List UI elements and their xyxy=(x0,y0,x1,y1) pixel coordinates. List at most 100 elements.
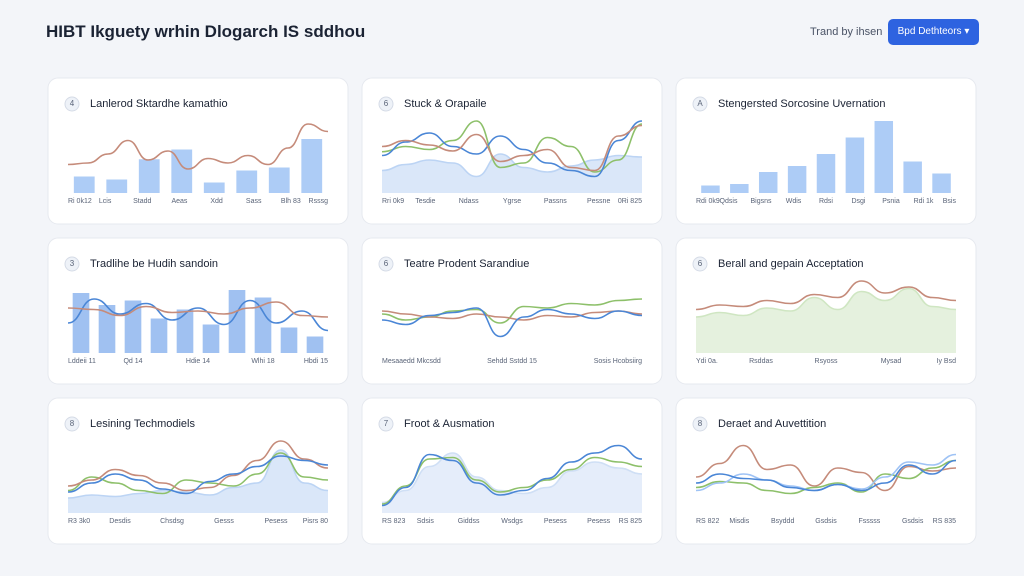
x-tick-label: Rsyoss xyxy=(815,358,838,365)
card-icon xyxy=(64,96,80,112)
x-tick-label: Tesdie xyxy=(415,198,435,205)
line xyxy=(695,280,957,311)
bar xyxy=(816,154,836,193)
card-title: Teatre Prodent Sarandiue xyxy=(404,258,529,270)
area xyxy=(382,154,642,193)
button-label[interactable]: Bpd Dethteors xyxy=(897,26,962,37)
bar xyxy=(758,172,778,193)
card-title: Stuck & Orapaile xyxy=(404,98,487,110)
card-title: Froot & Ausmation xyxy=(404,418,495,430)
x-tick-label: Psnia xyxy=(882,198,900,205)
card-icon-glyph: 6 xyxy=(384,259,389,268)
x-tick-label: Iy Bsd xyxy=(937,358,957,365)
line xyxy=(381,456,643,505)
card-icon xyxy=(378,256,394,272)
x-tick-label: Hbdi 15 xyxy=(304,358,328,365)
x-tick-label: R3 3k0 xyxy=(68,518,90,525)
card xyxy=(675,237,977,385)
line xyxy=(695,459,957,495)
bar xyxy=(254,297,272,353)
x-tick-label: Sass xyxy=(246,198,262,205)
x-tick-label: RS 825 xyxy=(619,518,642,525)
card xyxy=(361,77,663,225)
card-icon xyxy=(692,416,708,432)
widget-card: A Stengersted Sorcosine Uvernation Rdi 0k9… xyxy=(675,77,977,225)
card-title: Deraet and Auvettition xyxy=(718,418,826,430)
card-icon-glyph: 8 xyxy=(70,419,75,428)
line xyxy=(67,298,329,332)
x-tick-label: Wlhi 18 xyxy=(251,358,274,365)
card-icon-glyph: 6 xyxy=(384,99,389,108)
x-tick-label: Lcis xyxy=(99,198,112,205)
bar xyxy=(730,184,749,193)
card xyxy=(675,397,977,545)
x-tick-label: Pesess xyxy=(587,518,610,525)
card-icon xyxy=(692,256,708,272)
x-tick-label: Ndass xyxy=(459,198,479,205)
caret[interactable]: ▾ xyxy=(964,26,970,37)
card-icon-glyph: 7 xyxy=(384,419,389,428)
bar xyxy=(280,327,298,353)
widget-card: 8 Deraet and Auvettition RS 822 Misdis Bsydd… xyxy=(675,397,977,545)
card-icon-glyph: 8 xyxy=(698,419,703,428)
filter-label[interactable]: Trand by ihsen xyxy=(810,26,883,38)
line xyxy=(67,455,329,495)
line xyxy=(381,153,643,178)
bar xyxy=(73,176,95,193)
card xyxy=(47,397,349,545)
x-tick-label: Blh 83 xyxy=(281,198,301,205)
bar xyxy=(124,300,142,353)
dropdown-button[interactable]: Bpd Dethteors ▾ xyxy=(888,19,979,45)
bar xyxy=(176,309,194,353)
card-icon xyxy=(64,416,80,432)
bar xyxy=(171,149,193,193)
x-tick-label: Chsdsg xyxy=(160,518,184,525)
x-tick-label: Misdis xyxy=(729,518,749,525)
bar xyxy=(228,290,246,353)
card-icon xyxy=(378,416,394,432)
x-tick-label: Ydi 0a. xyxy=(696,358,718,365)
x-tick-label: Pisrs 80 xyxy=(303,518,328,525)
card-title: Lanlerod Sktardhe kamathio xyxy=(90,98,228,110)
x-tick-label: Giddss xyxy=(458,518,480,525)
x-tick-label: Gesss xyxy=(214,518,234,525)
card-icon-glyph: 4 xyxy=(70,99,75,108)
line xyxy=(695,287,957,318)
area xyxy=(382,453,642,513)
x-tick-label: RS 823 xyxy=(382,518,405,525)
widget-card: 6 Berall and gepain Acceptation Ydi 0a. Rsd… xyxy=(675,237,977,385)
widget-card: 8 Lesining Techmodiels R3 3k0 Desdis Chsdsg G… xyxy=(47,397,349,545)
x-tick-label: Gsdsis xyxy=(815,518,837,525)
x-tick-label: RS 835 xyxy=(933,518,956,525)
card xyxy=(361,237,663,385)
card xyxy=(675,77,977,225)
bar xyxy=(268,167,290,193)
page-title: HIBT Ikguety wrhin Dlogarch IS sddhou xyxy=(46,22,366,41)
bar xyxy=(203,182,225,193)
widget-card: 4 Lanlerod Sktardhe kamathio Ri 0k12 Lcis St… xyxy=(47,77,349,225)
x-tick-label: Dsgi xyxy=(851,198,865,205)
x-tick-label: Stadd xyxy=(133,198,151,205)
bar xyxy=(202,324,220,353)
bar xyxy=(72,293,90,353)
x-tick-label: Desdis xyxy=(109,518,131,525)
card-title: Tradlihe be Hudih sandoin xyxy=(90,258,218,270)
line xyxy=(67,449,329,499)
x-tick-label: Mysad xyxy=(881,358,902,365)
x-tick-label: Passns xyxy=(544,198,567,205)
card-icon-glyph: 6 xyxy=(698,259,703,268)
x-tick-label: Rdi 1k xyxy=(914,198,934,205)
area xyxy=(696,288,956,353)
x-tick-label: Wdis xyxy=(786,198,802,205)
card-icon-glyph: 3 xyxy=(70,259,75,268)
line xyxy=(695,453,957,492)
card-title: Lesining Techmodiels xyxy=(90,418,195,430)
x-tick-label: Rdi 0k9 xyxy=(696,198,720,205)
bar xyxy=(903,161,922,193)
card xyxy=(361,397,663,545)
line xyxy=(381,298,643,324)
line xyxy=(381,120,643,173)
card xyxy=(47,77,349,225)
widget-card: 6 Teatre Prodent Sarandiue Mesaaedd Mkcsdd… xyxy=(361,237,663,385)
